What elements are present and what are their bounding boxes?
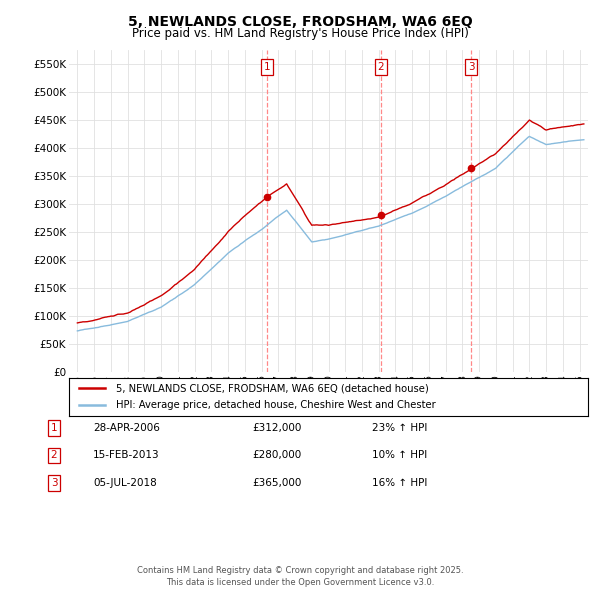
- Text: 1: 1: [263, 62, 270, 72]
- Text: 28-APR-2006: 28-APR-2006: [93, 423, 160, 432]
- Text: HPI: Average price, detached house, Cheshire West and Chester: HPI: Average price, detached house, Ches…: [116, 400, 436, 410]
- Text: 15-FEB-2013: 15-FEB-2013: [93, 451, 160, 460]
- Text: 10% ↑ HPI: 10% ↑ HPI: [372, 451, 427, 460]
- Text: 3: 3: [467, 62, 474, 72]
- Text: 16% ↑ HPI: 16% ↑ HPI: [372, 478, 427, 488]
- Text: £312,000: £312,000: [252, 423, 301, 432]
- Text: 5, NEWLANDS CLOSE, FRODSHAM, WA6 6EQ (detached house): 5, NEWLANDS CLOSE, FRODSHAM, WA6 6EQ (de…: [116, 384, 428, 394]
- Text: 5, NEWLANDS CLOSE, FRODSHAM, WA6 6EQ: 5, NEWLANDS CLOSE, FRODSHAM, WA6 6EQ: [128, 15, 472, 29]
- Text: 2: 2: [50, 451, 58, 460]
- Text: 23% ↑ HPI: 23% ↑ HPI: [372, 423, 427, 432]
- Text: 2: 2: [377, 62, 384, 72]
- Text: £280,000: £280,000: [252, 451, 301, 460]
- Text: 05-JUL-2018: 05-JUL-2018: [93, 478, 157, 488]
- Text: £365,000: £365,000: [252, 478, 301, 488]
- Text: Price paid vs. HM Land Registry's House Price Index (HPI): Price paid vs. HM Land Registry's House …: [131, 27, 469, 40]
- Text: 3: 3: [50, 478, 58, 488]
- Text: Contains HM Land Registry data © Crown copyright and database right 2025.
This d: Contains HM Land Registry data © Crown c…: [137, 566, 463, 587]
- Text: 1: 1: [50, 423, 58, 432]
